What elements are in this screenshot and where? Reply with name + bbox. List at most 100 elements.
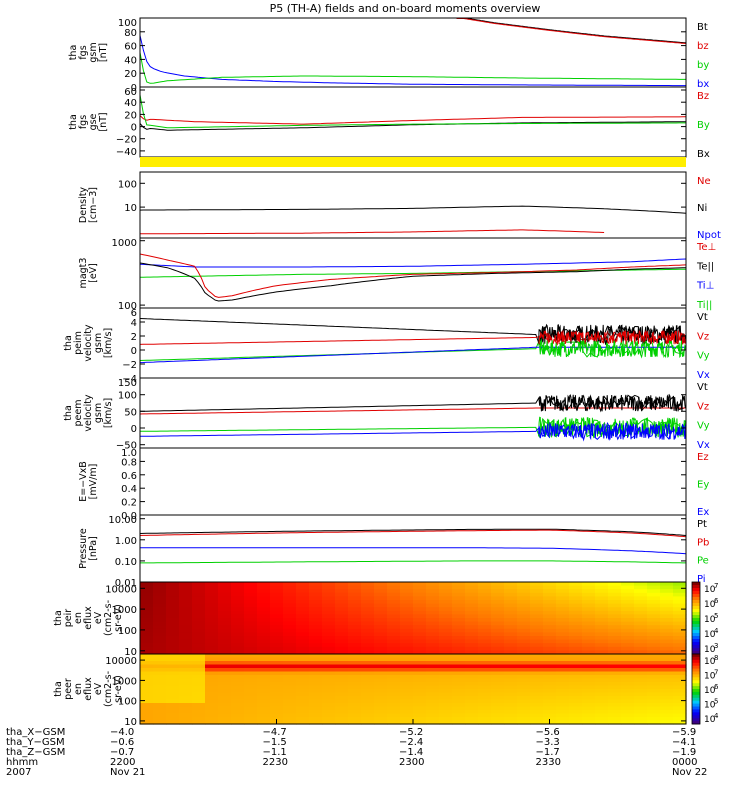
spectrogram-cell — [205, 592, 219, 597]
spectrogram-cell — [257, 671, 271, 676]
spectrogram-cell — [452, 685, 466, 690]
spectrogram-cell — [296, 603, 310, 608]
spectrogram-cell — [335, 713, 349, 718]
spectrogram-cell — [244, 703, 258, 708]
series-Vy-burst — [538, 338, 687, 359]
spectrogram-cell — [192, 678, 206, 683]
spectrogram-cell — [309, 675, 323, 680]
spectrogram-cell — [244, 603, 258, 608]
spectrogram-cell — [413, 625, 427, 630]
spectrogram-cell — [231, 589, 245, 594]
spectrogram-cell — [504, 600, 518, 605]
spectrogram-cell — [322, 618, 336, 623]
spectrogram-cell — [335, 689, 349, 694]
spectrogram-cell — [387, 654, 401, 659]
spectrogram-cell — [309, 706, 323, 711]
spectrogram-cell — [556, 720, 570, 725]
spectrogram-cell — [244, 678, 258, 683]
spectrogram-cell — [309, 720, 323, 725]
spectrogram-cell — [465, 678, 479, 683]
spectrogram-cell — [608, 650, 622, 655]
spectrogram-cell — [582, 646, 596, 651]
spectrogram-cell — [491, 699, 505, 704]
y-axis-label-line: tha — [63, 405, 74, 421]
spectrogram-cell — [244, 661, 258, 666]
spectrogram-cell — [205, 706, 219, 711]
spectrogram-cell — [335, 639, 349, 644]
spectrogram-cell — [348, 643, 362, 648]
spectrogram-cell — [205, 610, 219, 615]
y-tick-label: 80 — [124, 28, 137, 39]
spectrogram-cell — [153, 654, 167, 659]
spectrogram-cell — [673, 589, 687, 594]
spectrogram-cell — [335, 632, 349, 637]
spectrogram-cell — [530, 696, 544, 701]
spectrogram-cell — [205, 710, 219, 715]
spectrogram-cell — [387, 603, 401, 608]
series-Vx-burst — [538, 421, 687, 442]
spectrogram-cell — [387, 636, 401, 641]
spectrogram-cell — [309, 596, 323, 601]
series-Vz-burst — [538, 330, 687, 346]
spectrogram-cell — [452, 618, 466, 623]
spectrogram-cell — [192, 710, 206, 715]
y-axis-label-line: sr-eV) — [113, 604, 124, 632]
spectrogram-cell — [595, 600, 609, 605]
colorbar-step — [692, 600, 700, 604]
colorbar-step — [692, 709, 700, 713]
peir-spectrogram-image — [140, 582, 687, 655]
y-axis-label-line: E=−VxB — [78, 461, 89, 502]
series-Pb — [139, 529, 687, 538]
spectrogram-cell — [153, 664, 167, 669]
spectrogram-cell — [283, 639, 297, 644]
spectrogram-cell — [283, 582, 297, 587]
spectrogram-cell — [244, 646, 258, 651]
spectrogram-cell — [543, 699, 557, 704]
spectrogram-cell — [647, 643, 661, 648]
spectrogram-cell — [647, 592, 661, 597]
spectrogram-cell — [374, 678, 388, 683]
spectrogram-cell — [153, 610, 167, 615]
legend-Vz: Vz — [697, 401, 709, 412]
spectrogram-cell — [439, 646, 453, 651]
spectrogram-cell — [582, 636, 596, 641]
spectrogram-cell — [387, 657, 401, 662]
spectrogram-cell — [517, 621, 531, 626]
spectrogram-cell — [517, 650, 531, 655]
spectrogram-cell — [361, 614, 375, 619]
spectrogram-cell — [335, 643, 349, 648]
y-axis-label: tha peer en eflux eV (cm2-s-sr-eV) — [53, 671, 124, 707]
y-axis-label: tha fgs gse [nT] — [68, 112, 109, 131]
spectrogram-cell — [413, 675, 427, 680]
colorbar-exponent: 4 — [714, 627, 719, 635]
spectrogram-cell — [205, 713, 219, 718]
spectrogram-cell — [569, 650, 583, 655]
spectrogram-cell — [244, 699, 258, 704]
spectrogram-cell — [348, 639, 362, 644]
spectrogram-cell — [660, 618, 674, 623]
spectrogram-cell — [582, 713, 596, 718]
spectrogram-cell — [231, 646, 245, 651]
spectrogram-cell — [231, 661, 245, 666]
spectrogram-cell — [595, 639, 609, 644]
spectrogram-cell — [400, 710, 414, 715]
spectrogram-cell — [244, 585, 258, 590]
spectrogram-cell — [218, 664, 232, 669]
spectrogram-cell — [660, 682, 674, 687]
spectrogram-cell — [491, 706, 505, 711]
spectrogram-cell — [296, 661, 310, 666]
spectrogram-cell — [543, 585, 557, 590]
colorbar-step — [692, 591, 700, 595]
spectrogram-cell — [465, 610, 479, 615]
spectrogram-cell — [140, 585, 154, 590]
spectrogram-cell — [569, 589, 583, 594]
spectrogram-cell — [400, 706, 414, 711]
spectrogram-cell — [348, 661, 362, 666]
spectrogram-cell — [257, 678, 271, 683]
spectrogram-cell — [439, 703, 453, 708]
spectrogram-cell — [192, 675, 206, 680]
spectrogram-cell — [400, 610, 414, 615]
spectrogram-cell — [153, 703, 167, 708]
